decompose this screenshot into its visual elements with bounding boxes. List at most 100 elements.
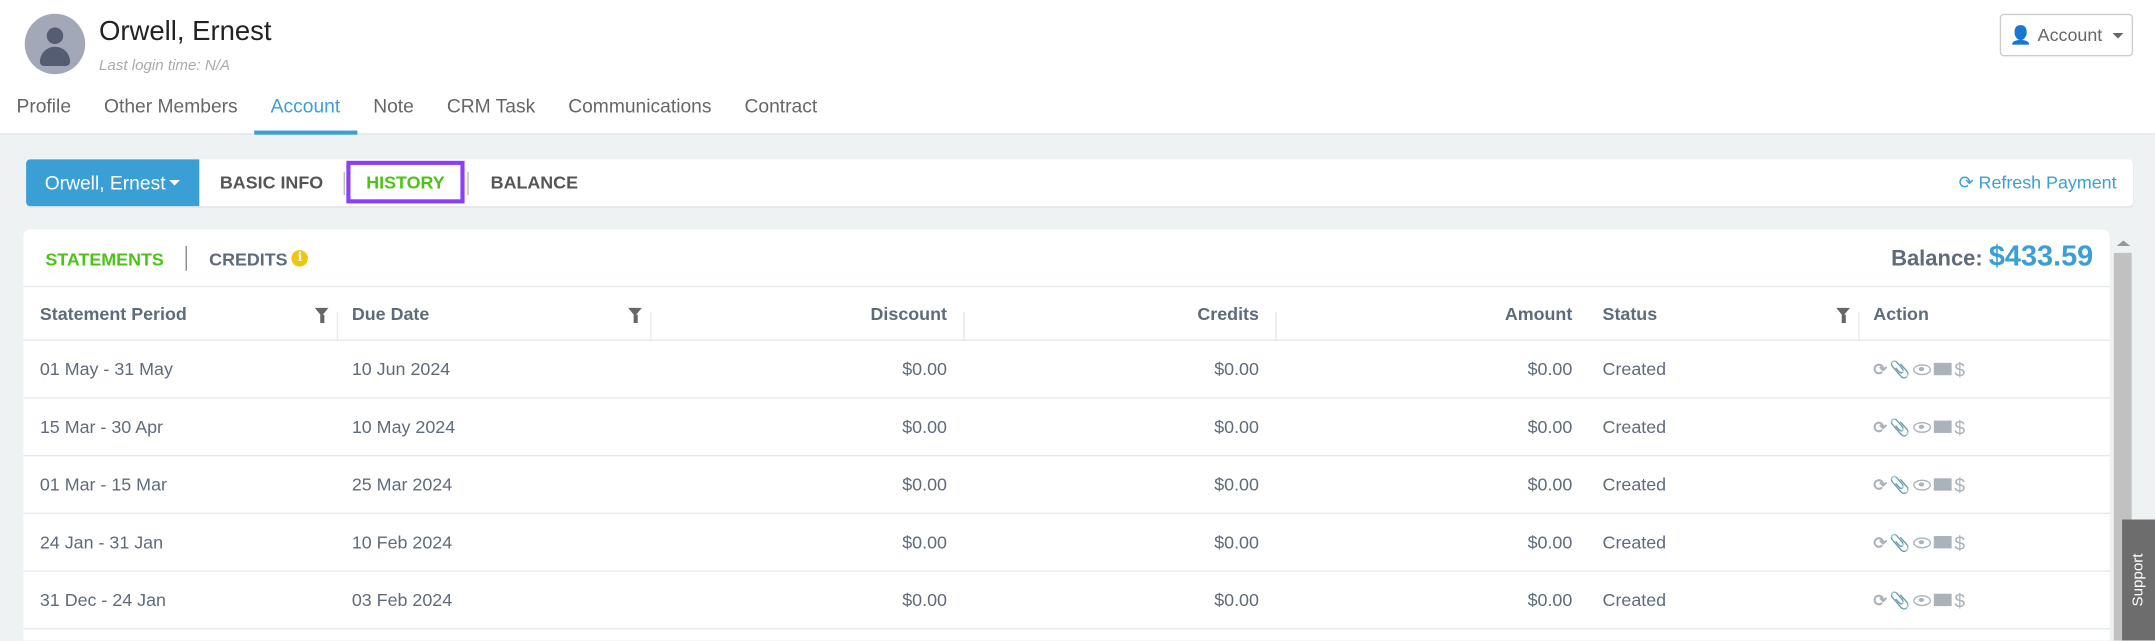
cell-statement-period: 31 Dec - 24 Jan [39,589,167,611]
column-divider [1858,311,1860,341]
filter-icon[interactable] [1836,307,1850,323]
tab-credits[interactable]: CREDITS [209,248,288,269]
cell-amount: $0.00 [1527,416,1573,438]
cell-due-date: 25 Mar 2024 [351,474,453,495]
envelope-icon[interactable] [1933,420,1952,433]
eye-icon[interactable] [1913,363,1932,375]
col-status[interactable]: Status [1602,303,1658,325]
tab-note[interactable]: Note [373,94,414,117]
eye-icon[interactable] [1913,536,1932,548]
dollar-icon[interactable]: $ [1954,358,1966,381]
statements-panel: STATEMENTS CREDITS i Balance: $433.59 St… [23,229,2110,641]
filter-icon[interactable] [314,307,329,323]
profile-header: Orwell, Ernest Last login time: N/A Prof… [0,0,2155,135]
tab-contract[interactable]: Contract [744,94,818,117]
tab-profile[interactable]: Profile [16,94,72,117]
refresh-icon[interactable]: ⟳ [1873,417,1888,437]
cell-credits: $0.00 [1214,531,1259,553]
tab-communications[interactable]: Communications [568,94,712,117]
dollar-icon[interactable]: $ [1954,531,1966,554]
tab-account[interactable]: Account [254,93,357,135]
cell-discount: $0.00 [902,474,947,495]
tab-crm-task[interactable]: CRM Task [446,94,536,117]
column-divider [1275,311,1277,341]
tab-history[interactable]: HISTORY [346,160,465,204]
col-statement-period[interactable]: Statement Period [39,303,187,325]
paperclip-icon[interactable]: 📎 [1889,474,1911,495]
dollar-icon[interactable]: $ [1954,415,1966,438]
balance-display: Balance: $433.59 [1891,241,2093,274]
cell-amount: $0.00 [1527,474,1573,495]
envelope-icon[interactable] [1933,362,1952,376]
cell-status: Created [1602,358,1667,380]
cell-discount: $0.00 [902,531,947,553]
eye-icon[interactable] [1913,421,1932,433]
paperclip-icon[interactable]: 📎 [1889,417,1911,437]
cell-statement-period: 01 May - 31 May [39,358,173,380]
scroll-up-icon[interactable] [2116,240,2131,247]
cell-statement-period: 15 Mar - 30 Apr [39,416,164,438]
col-credits[interactable]: Credits [1197,303,1259,325]
table-row: 31 Dec - 24 Jan 03 Feb 2024 $0.00 $0.00 $0.0… [23,572,2110,630]
col-discount[interactable]: Discount [870,303,947,325]
paperclip-icon[interactable]: 📎 [1889,590,1911,610]
cell-statement-period: 24 Jan - 31 Jan [39,531,164,553]
table-row: 01 Mar - 15 Mar 25 Mar 2024 $0.00 $0.00 $0.0… [23,456,2110,515]
table-header: Statement Period Due Date Discount Credi… [23,285,2110,341]
eye-icon[interactable] [1913,478,1932,490]
cell-due-date: 10 Jun 2024 [351,358,451,380]
caret-down-icon [2111,32,2123,38]
paperclip-icon[interactable]: 📎 [1889,359,1911,379]
table-row: 15 Mar - 30 Apr 10 May 2024 $0.00 $0.00 $0.0… [23,399,2110,457]
refresh-payment-link[interactable]: ⟳ Refresh Payment [1959,159,2117,206]
tab-balance[interactable]: BALANCE [490,171,579,193]
refresh-icon[interactable]: ⟳ [1873,590,1888,610]
paperclip-icon[interactable]: 📎 [1889,532,1911,552]
balance-label: Balance: [1891,247,1983,271]
divider [343,171,345,196]
refresh-icon[interactable]: ⟳ [1873,532,1888,552]
envelope-icon[interactable] [1933,536,1952,549]
cell-status: Created [1602,531,1667,553]
member-name: Orwell, Ernest [98,16,272,47]
account-dropdown-button[interactable]: 👤 Account [1999,13,2134,57]
col-amount[interactable]: Amount [1504,303,1573,325]
column-divider [650,311,652,341]
cell-amount: $0.00 [1527,531,1573,553]
tab-statements[interactable]: STATEMENTS [45,248,164,269]
account-label: Account [2037,24,2103,46]
refresh-icon: ⟳ [1958,171,1974,193]
cell-statement-period: 01 Mar - 15 Mar [39,474,167,495]
filter-icon[interactable] [628,307,642,323]
support-tab[interactable]: Support [2122,519,2155,641]
row-actions: ⟳ 📎 $ [1873,456,1965,512]
envelope-icon[interactable] [1933,593,1952,607]
member-dropdown-button[interactable]: Orwell, Ernest [26,159,200,207]
avatar [24,13,86,75]
dollar-icon[interactable]: $ [1954,588,1966,611]
cell-credits: $0.00 [1214,416,1259,438]
table-row: 01 May - 31 May 10 Jun 2024 $0.00 $0.00 $0.0… [23,341,2110,399]
cell-amount: $0.00 [1527,589,1573,611]
cell-amount: $0.00 [1527,358,1573,380]
cell-status: Created [1602,589,1667,611]
tab-basic-info[interactable]: BASIC INFO [219,171,324,193]
table-row: 24 Jan - 31 Jan 10 Feb 2024 $0.00 $0.00 $0.0… [23,514,2110,572]
col-due-date[interactable]: Due Date [351,303,430,325]
cell-status: Created [1602,416,1667,438]
account-toolbar: Orwell, Ernest BASIC INFO HISTORY BALANC… [26,159,2134,207]
support-label: Support [2130,553,2147,607]
info-icon[interactable]: i [291,250,309,267]
cell-due-date: 03 Feb 2024 [351,589,453,611]
eye-icon[interactable] [1913,594,1932,606]
refresh-icon[interactable]: ⟳ [1873,359,1888,379]
subtabs: STATEMENTS CREDITS i [45,246,309,271]
user-icon: 👤 [2009,24,2033,45]
dollar-icon[interactable]: $ [1954,473,1966,496]
last-login: Last login time: N/A [98,57,231,75]
cell-discount: $0.00 [902,358,947,380]
cell-credits: $0.00 [1214,474,1259,495]
refresh-icon[interactable]: ⟳ [1873,474,1888,495]
envelope-icon[interactable] [1933,478,1952,491]
tab-other-members[interactable]: Other Members [104,94,238,117]
